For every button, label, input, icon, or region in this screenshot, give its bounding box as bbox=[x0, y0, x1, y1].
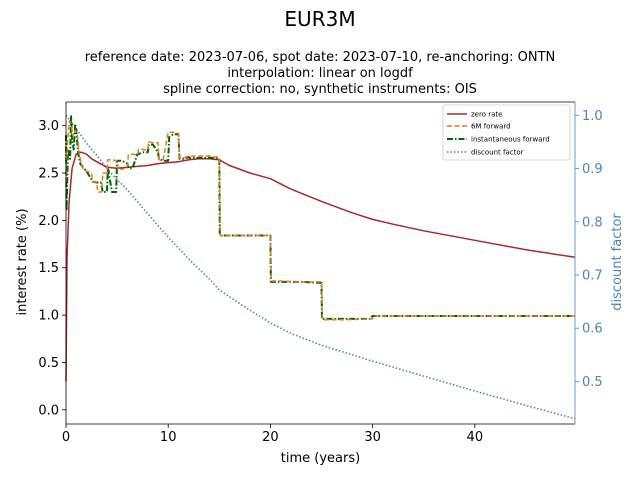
y-tick-label: 0.5 bbox=[38, 356, 59, 371]
y-right-tick-label: 0.9 bbox=[582, 162, 603, 177]
y-right-tick-label: 1.0 bbox=[582, 109, 603, 124]
x-axis-label: time (years) bbox=[281, 451, 360, 466]
y-tick-label: 1.5 bbox=[38, 261, 59, 276]
plot-area: 0 10 20 30 40 0.0 0.5 1.0 1.5 2.0 2.5 3.0 0.5 0.6 0.7 0… bbox=[38, 101, 603, 445]
y-tick-label: 1.0 bbox=[38, 309, 59, 324]
y-axis-label: interest rate (%) bbox=[15, 208, 30, 315]
chart-subtitle-line-1: reference date: 2023-07-06, spot date: 2… bbox=[85, 50, 556, 65]
x-tick-label: 20 bbox=[262, 430, 279, 445]
x-tick-label: 0 bbox=[62, 430, 70, 445]
series-layer bbox=[65, 114, 576, 420]
x-tick-label: 40 bbox=[467, 430, 484, 445]
legend-box bbox=[442, 104, 571, 161]
legend: zero rate 6M forward instantaneous forwa… bbox=[442, 104, 571, 161]
y-right-tick-label: 0.6 bbox=[582, 322, 603, 337]
legend-label-6m-forward: 6M forward bbox=[471, 123, 511, 131]
legend-label-instantaneous-forward: instantaneous forward bbox=[471, 136, 550, 144]
chart-subtitle-line-2: interpolation: linear on logdf bbox=[227, 66, 413, 81]
y-right-tick-label: 0.5 bbox=[582, 375, 603, 390]
y-tick-label: 3.0 bbox=[38, 119, 59, 134]
x-tick-label: 30 bbox=[364, 430, 381, 445]
legend-label-zero-rate: zero rate bbox=[471, 111, 502, 119]
series-discount-factor-line bbox=[65, 114, 576, 420]
series-6m-forward-line bbox=[65, 120, 575, 321]
y-tick-label: 2.0 bbox=[38, 214, 59, 229]
y-right-tick-label: 0.7 bbox=[582, 268, 603, 283]
y-right-tick-label: 0.8 bbox=[582, 215, 603, 230]
y-axis-right-label: discount factor bbox=[610, 213, 625, 311]
series-zero-rate-line bbox=[65, 151, 576, 382]
axes-layer: 0 10 20 30 40 0.0 0.5 1.0 1.5 2.0 2.5 3.0 0.5 0.6 0.7 0… bbox=[38, 101, 603, 445]
chart-subtitle-line-3: spline correction: no, synthetic instrum… bbox=[163, 82, 477, 97]
chart-title: EUR3M bbox=[284, 7, 355, 31]
y-tick-label: 2.5 bbox=[38, 167, 59, 182]
y-tick-label: 0.0 bbox=[38, 403, 59, 418]
legend-label-discount-factor: discount factor bbox=[471, 149, 524, 157]
x-tick-label: 10 bbox=[160, 430, 177, 445]
